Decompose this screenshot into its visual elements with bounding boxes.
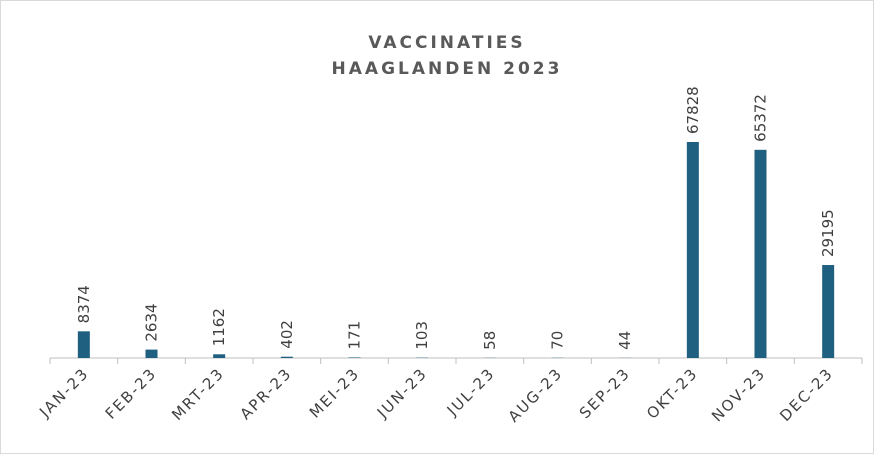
bar [280, 356, 293, 358]
data-label: 103 [413, 321, 431, 350]
data-label: 70 [549, 331, 567, 350]
bar [754, 149, 767, 358]
data-label: 65372 [752, 94, 770, 142]
bar [348, 357, 361, 358]
bar [145, 349, 158, 358]
data-label: 58 [481, 331, 499, 350]
chart-title: HAAGLANDEN 2023 [332, 59, 563, 79]
bar [77, 331, 90, 358]
data-label: 402 [278, 320, 296, 349]
bar [686, 142, 699, 358]
data-label: 8374 [75, 285, 93, 323]
data-label: 67828 [684, 86, 702, 134]
data-label: 171 [346, 321, 364, 350]
data-label: 29195 [819, 209, 837, 257]
data-label: 2634 [143, 303, 161, 341]
data-label: 44 [616, 331, 634, 350]
bar [822, 265, 835, 358]
chart-title: VACCINATIES [368, 33, 525, 53]
data-label: 1162 [210, 308, 228, 346]
bar [213, 354, 226, 358]
